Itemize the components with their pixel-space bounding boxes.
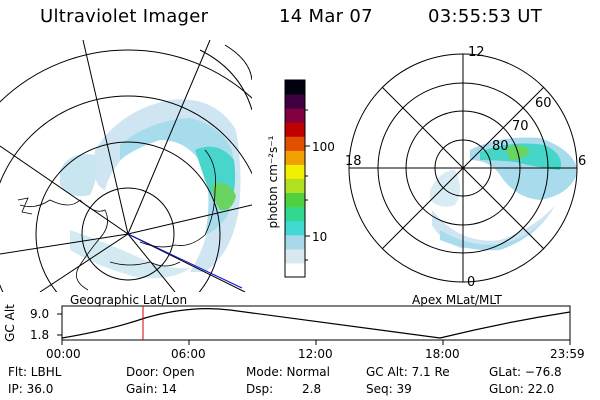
colorbar-step bbox=[285, 108, 305, 123]
status-dsp-label: Dsp: bbox=[246, 382, 274, 396]
status-door: Door: Open bbox=[126, 365, 195, 379]
timeline-y-label: GC Alt bbox=[3, 304, 17, 342]
mlat-label-70: 70 bbox=[512, 119, 529, 134]
colorbar-step bbox=[285, 164, 305, 179]
status-seq: Seq: 39 bbox=[366, 382, 412, 396]
colorbar-step bbox=[285, 192, 305, 208]
status-gc-alt: GC Alt: 7.1 Re bbox=[366, 365, 450, 379]
mlt-label-6: 6 bbox=[578, 154, 587, 169]
mlt-label-0: 0 bbox=[467, 275, 476, 290]
status-gain: Gain: 14 bbox=[126, 382, 177, 396]
date-label: 14 Mar 07 bbox=[279, 6, 373, 27]
status-ip: IP: 36.0 bbox=[8, 382, 54, 396]
timeline-x-tick-2359: 23:59 bbox=[550, 347, 585, 361]
colorbar-step bbox=[285, 136, 305, 151]
orbit-timeline bbox=[57, 305, 571, 345]
colorbar-step bbox=[285, 262, 305, 278]
colorbar-unit-label: photon cm⁻²s⁻¹ bbox=[266, 135, 280, 229]
status-glat: GLat: −76.8 bbox=[489, 365, 562, 379]
left-panel-caption: Geographic Lat/Lon bbox=[70, 293, 188, 307]
status-mode: Mode: Normal bbox=[246, 365, 330, 379]
timeline-x-tick-0600: 06:00 bbox=[171, 347, 206, 361]
timeline-y-tick-high: 9.0 bbox=[30, 307, 50, 321]
status-glon: GLon: 22.0 bbox=[489, 382, 555, 396]
right-panel-caption: Apex MLat/MLT bbox=[412, 293, 502, 307]
timeline-y-tick-low: 1.8 bbox=[30, 328, 50, 342]
instrument-title: Ultraviolet Imager bbox=[40, 6, 209, 27]
mlat-label-80: 80 bbox=[492, 139, 509, 154]
mlat-label-60: 60 bbox=[535, 96, 552, 111]
timeline-x-tick-1200: 12:00 bbox=[298, 347, 333, 361]
coastline bbox=[17, 149, 216, 291]
polar-plot bbox=[348, 53, 578, 283]
colorbar-step bbox=[285, 122, 305, 137]
colorbar-step bbox=[285, 80, 305, 95]
status-dsp-value: 2.8 bbox=[302, 382, 322, 396]
mlt-label-18: 18 bbox=[345, 154, 362, 169]
colorbar-tick-10: 10 bbox=[312, 230, 328, 244]
colorbar-step bbox=[285, 178, 305, 194]
colorbar-step bbox=[285, 220, 305, 236]
colorbar-step bbox=[285, 94, 305, 109]
colorbar-step bbox=[285, 206, 305, 222]
status-filter: Flt: LBHL bbox=[8, 365, 62, 379]
geographic-map bbox=[0, 39, 252, 292]
colorbar-step bbox=[285, 234, 305, 250]
colorbar-step bbox=[285, 248, 305, 264]
colorbar bbox=[284, 79, 310, 278]
time-label: 03:55:53 UT bbox=[428, 6, 543, 27]
mlt-label-12: 12 bbox=[468, 45, 485, 60]
timeline-x-tick-0000: 00:00 bbox=[46, 347, 81, 361]
colorbar-tick-100: 100 bbox=[312, 140, 335, 154]
timeline-x-tick-1800: 18:00 bbox=[425, 347, 460, 361]
colorbar-step bbox=[285, 150, 305, 165]
